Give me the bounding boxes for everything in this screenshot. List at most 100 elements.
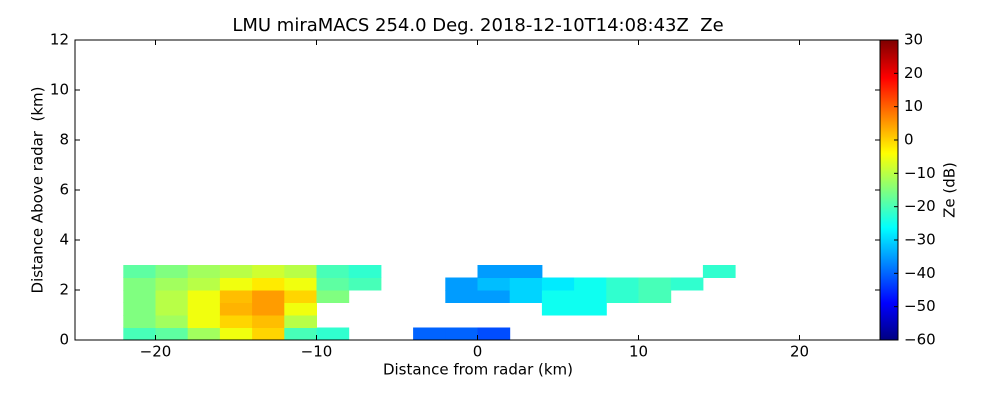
colorbar-step	[880, 264, 898, 267]
colorbar-tick-label: 20	[904, 64, 923, 82]
cell	[574, 277, 607, 291]
colorbar-step	[880, 258, 898, 261]
colorbar-step	[880, 100, 898, 103]
colorbar-step	[880, 244, 898, 247]
colorbar-step	[880, 310, 898, 313]
cell	[638, 290, 672, 303]
colorbar-step	[880, 210, 898, 213]
colorbar-step	[880, 92, 898, 95]
cell	[219, 302, 253, 316]
colorbar-step	[880, 112, 898, 115]
colorbar-tick-label: −30	[904, 231, 936, 249]
cell	[541, 277, 575, 291]
cell	[284, 277, 317, 291]
colorbar-step	[880, 216, 898, 219]
colorbar-step	[880, 220, 898, 223]
cell	[187, 302, 221, 316]
x-tick-label: 10	[629, 343, 648, 361]
cell	[284, 302, 317, 316]
cell	[284, 290, 317, 303]
colorbar-step	[880, 272, 898, 275]
colorbar-step	[880, 318, 898, 321]
colorbar-step	[880, 208, 898, 211]
colorbar-step	[880, 46, 898, 49]
cell	[219, 327, 253, 341]
cell	[252, 302, 285, 316]
colorbar	[880, 40, 898, 341]
colorbar-step	[880, 224, 898, 227]
colorbar-step	[880, 242, 898, 245]
y-tick-label: 8	[59, 131, 69, 149]
colorbar-step	[880, 198, 898, 201]
colorbar-step	[880, 86, 898, 89]
colorbar-step	[880, 176, 898, 179]
cell	[219, 315, 253, 328]
cell	[445, 277, 478, 291]
cell	[187, 277, 221, 291]
colorbar-step	[880, 196, 898, 199]
cell	[348, 265, 382, 278]
cell	[509, 265, 543, 278]
colorbar-step	[880, 296, 898, 299]
colorbar-step	[880, 194, 898, 197]
colorbar-step	[880, 268, 898, 271]
x-tick-label: 0	[473, 343, 483, 361]
colorbar-step	[880, 326, 898, 329]
y-tick-label: 0	[59, 331, 69, 349]
colorbar-step	[880, 136, 898, 139]
colorbar-step	[880, 74, 898, 77]
colorbar-step	[880, 52, 898, 55]
colorbar-step	[880, 290, 898, 293]
cell	[155, 290, 189, 303]
colorbar-step	[880, 172, 898, 175]
colorbar-step	[880, 192, 898, 195]
cell	[316, 277, 350, 291]
cell	[477, 277, 511, 291]
colorbar-step	[880, 148, 898, 151]
colorbar-step	[880, 286, 898, 289]
colorbar-step	[880, 218, 898, 221]
colorbar-tick-label: −10	[904, 164, 936, 182]
cell	[123, 315, 156, 328]
colorbar-step	[880, 304, 898, 307]
colorbar-step	[880, 246, 898, 249]
cell	[606, 290, 639, 303]
colorbar-step	[880, 202, 898, 205]
colorbar-step	[880, 56, 898, 59]
colorbar-step	[880, 96, 898, 99]
colorbar-step	[880, 316, 898, 319]
colorbar-step	[880, 104, 898, 107]
colorbar-step	[880, 50, 898, 53]
y-tick-label: 2	[59, 281, 69, 299]
colorbar-step	[880, 174, 898, 177]
cell	[187, 315, 221, 328]
cell	[541, 290, 575, 303]
x-tick-label: −20	[140, 343, 172, 361]
colorbar-step	[880, 206, 898, 209]
cell	[477, 327, 511, 341]
cell	[187, 265, 221, 278]
colorbar-step	[880, 236, 898, 239]
cell	[316, 265, 350, 278]
colorbar-step	[880, 204, 898, 207]
colorbar-tick-label: −40	[904, 264, 936, 282]
cell	[574, 290, 607, 303]
colorbar-step	[880, 256, 898, 259]
cell	[155, 277, 189, 291]
colorbar-step	[880, 102, 898, 105]
colorbar-step	[880, 324, 898, 327]
cell	[477, 290, 511, 303]
colorbar-step	[880, 72, 898, 75]
colorbar-step	[880, 42, 898, 45]
colorbar-step	[880, 338, 898, 341]
cell	[316, 290, 350, 303]
cell	[252, 277, 285, 291]
colorbar-step	[880, 132, 898, 135]
cell	[123, 265, 156, 278]
colorbar-step	[880, 314, 898, 317]
colorbar-step	[880, 190, 898, 193]
cell	[252, 327, 285, 341]
cell	[574, 302, 607, 316]
colorbar-step	[880, 68, 898, 71]
